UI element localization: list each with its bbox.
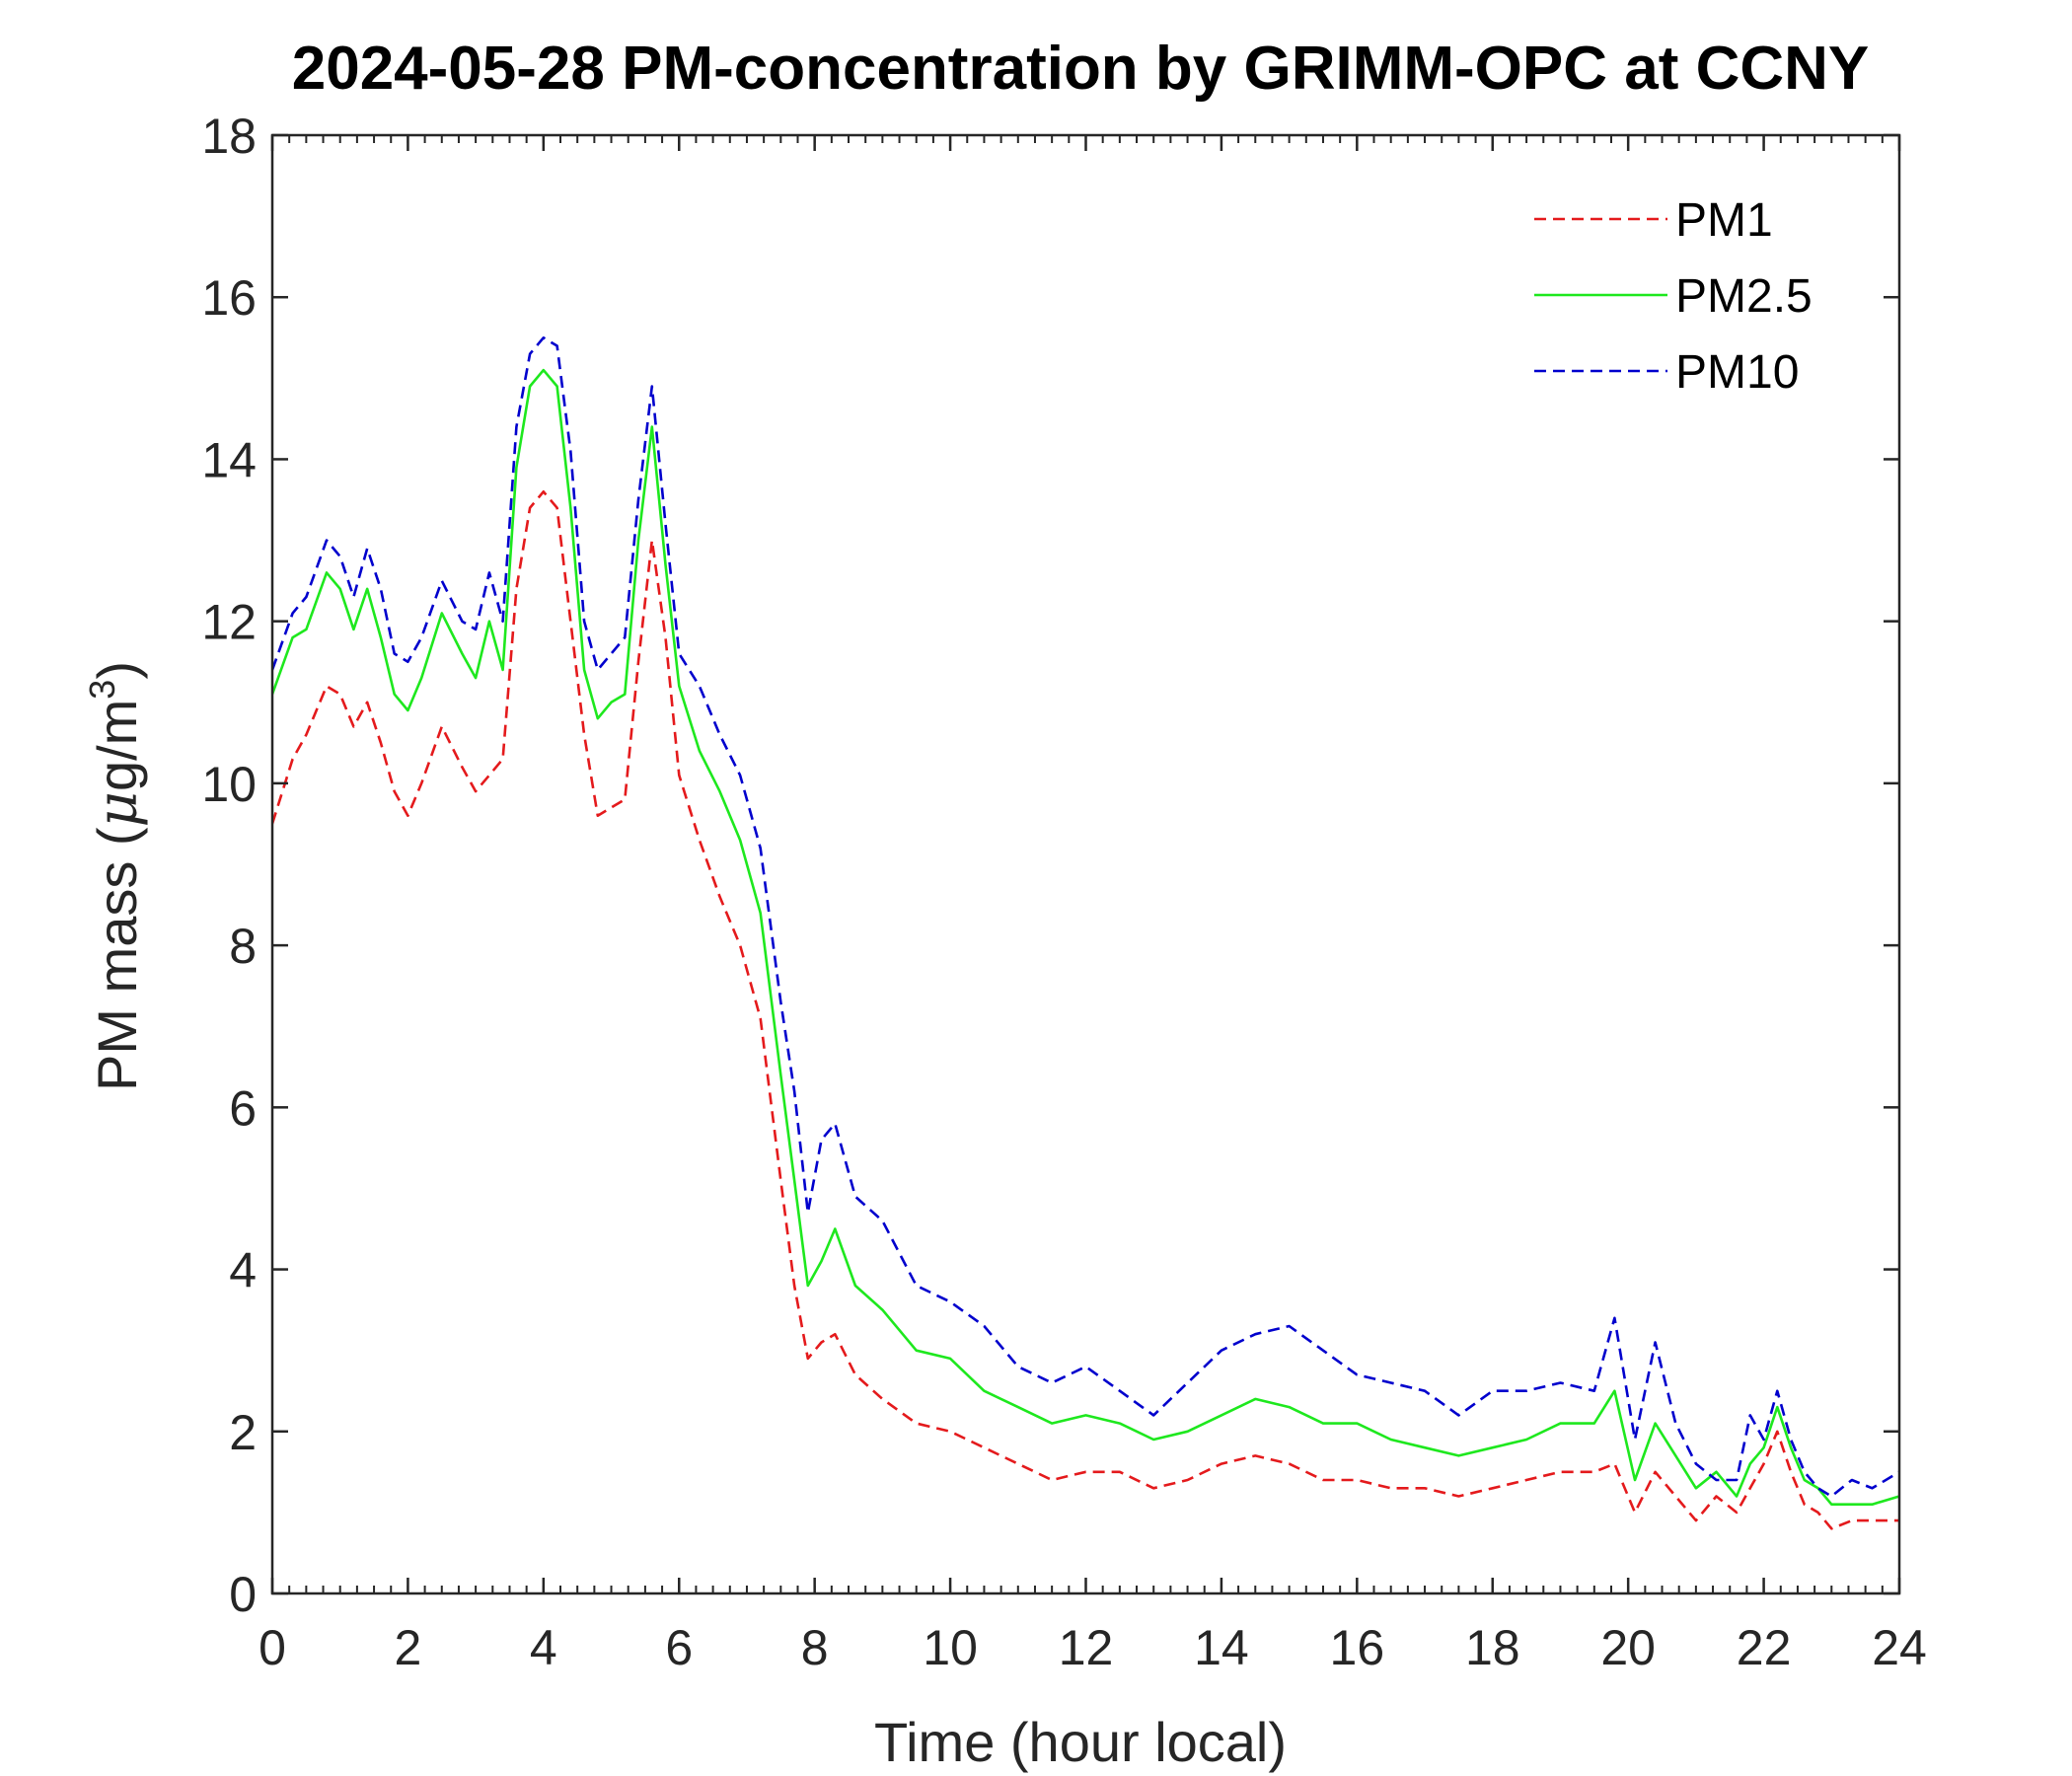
legend-label: PM2.5 (1675, 270, 1813, 323)
y-axis-label-close: ) (86, 661, 148, 680)
x-axis-label: Time (hour local) (874, 1711, 1287, 1773)
y-tick-label: 8 (229, 919, 257, 974)
series-line-pm2-5 (272, 368, 1899, 1506)
series-lines (272, 335, 1899, 1530)
y-tick-label: 4 (229, 1243, 257, 1298)
plot-background (272, 135, 1899, 1593)
x-tick-label: 20 (1600, 1620, 1656, 1675)
x-tick-label: 6 (665, 1620, 693, 1675)
x-tick-label: 12 (1059, 1620, 1114, 1675)
axes-frame (270, 133, 1901, 1595)
y-tick-label: 12 (201, 595, 257, 650)
series-line-pm10 (272, 335, 1899, 1498)
x-axis: 0 2 4 6 8 10 12 14 16 18 20 22 24 (259, 135, 1927, 1675)
legend-label: PM1 (1675, 194, 1773, 247)
y-tick-label: 0 (229, 1567, 257, 1622)
x-tick-label: 22 (1737, 1620, 1792, 1675)
x-tick-label: 18 (1465, 1620, 1520, 1675)
y-axis-label-sup: 3 (82, 680, 122, 700)
y-tick-label: 14 (201, 432, 257, 487)
y-tick-label: 18 (201, 109, 257, 164)
x-tick-label: 2 (395, 1620, 422, 1675)
y-tick-label: 16 (201, 270, 257, 326)
x-tick-label: 10 (923, 1620, 978, 1675)
chart-title: 2024-05-28 PM-concentration by GRIMM-OPC… (292, 35, 1870, 103)
x-tick-label: 16 (1330, 1620, 1385, 1675)
y-axis-label-mu: μ (86, 791, 150, 827)
x-tick-label: 4 (530, 1620, 557, 1675)
x-tick-label: 14 (1194, 1620, 1249, 1675)
y-tick-label: 10 (201, 757, 257, 812)
y-axis-label-main: PM mass ( (86, 827, 148, 1091)
legend: PM1 PM2.5 PM10 (1534, 194, 1813, 399)
y-axis-label: PM mass (μg/m3) (82, 661, 150, 1091)
y-axis-label-unit: g/m (86, 700, 148, 791)
x-tick-label: 8 (801, 1620, 829, 1675)
x-tick-label: 0 (259, 1620, 286, 1675)
y-tick-label: 2 (229, 1405, 257, 1460)
y-tick-label: 6 (229, 1080, 257, 1136)
x-tick-label: 24 (1872, 1620, 1927, 1675)
y-axis: 0 2 4 6 8 10 12 14 16 18 (201, 109, 1899, 1622)
series-line-pm1 (272, 489, 1899, 1530)
legend-label: PM10 (1675, 346, 1799, 399)
